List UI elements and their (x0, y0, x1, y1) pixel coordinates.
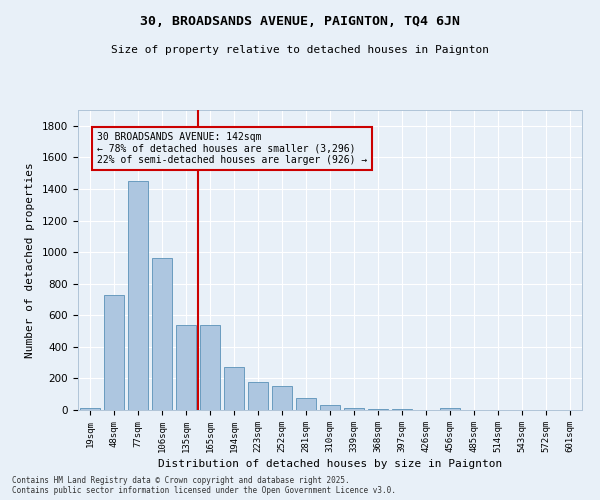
Text: Contains HM Land Registry data © Crown copyright and database right 2025.
Contai: Contains HM Land Registry data © Crown c… (12, 476, 396, 495)
Bar (392, 409, 412, 410)
Bar (320, 406, 340, 410)
X-axis label: Distribution of detached houses by size in Paignton: Distribution of detached houses by size … (158, 459, 502, 469)
Bar (224, 368, 244, 410)
Bar (176, 324, 196, 410)
Text: 30 BROADSANDS AVENUE: 142sqm
← 78% of detached houses are smaller (3,296)
22% of: 30 BROADSANDS AVENUE: 142sqm ← 78% of de… (97, 132, 367, 166)
Bar (104, 294, 124, 410)
Text: 30, BROADSANDS AVENUE, PAIGNTON, TQ4 6JN: 30, BROADSANDS AVENUE, PAIGNTON, TQ4 6JN (140, 15, 460, 28)
Bar (152, 258, 172, 410)
Bar (368, 408, 388, 410)
Bar (200, 324, 220, 410)
Bar (440, 408, 460, 410)
Bar (272, 386, 292, 410)
Bar (80, 408, 100, 410)
Text: Size of property relative to detached houses in Paignton: Size of property relative to detached ho… (111, 45, 489, 55)
Y-axis label: Number of detached properties: Number of detached properties (25, 162, 35, 358)
Bar (296, 398, 316, 410)
Bar (128, 181, 148, 410)
Bar (344, 408, 364, 410)
Bar (248, 382, 268, 410)
